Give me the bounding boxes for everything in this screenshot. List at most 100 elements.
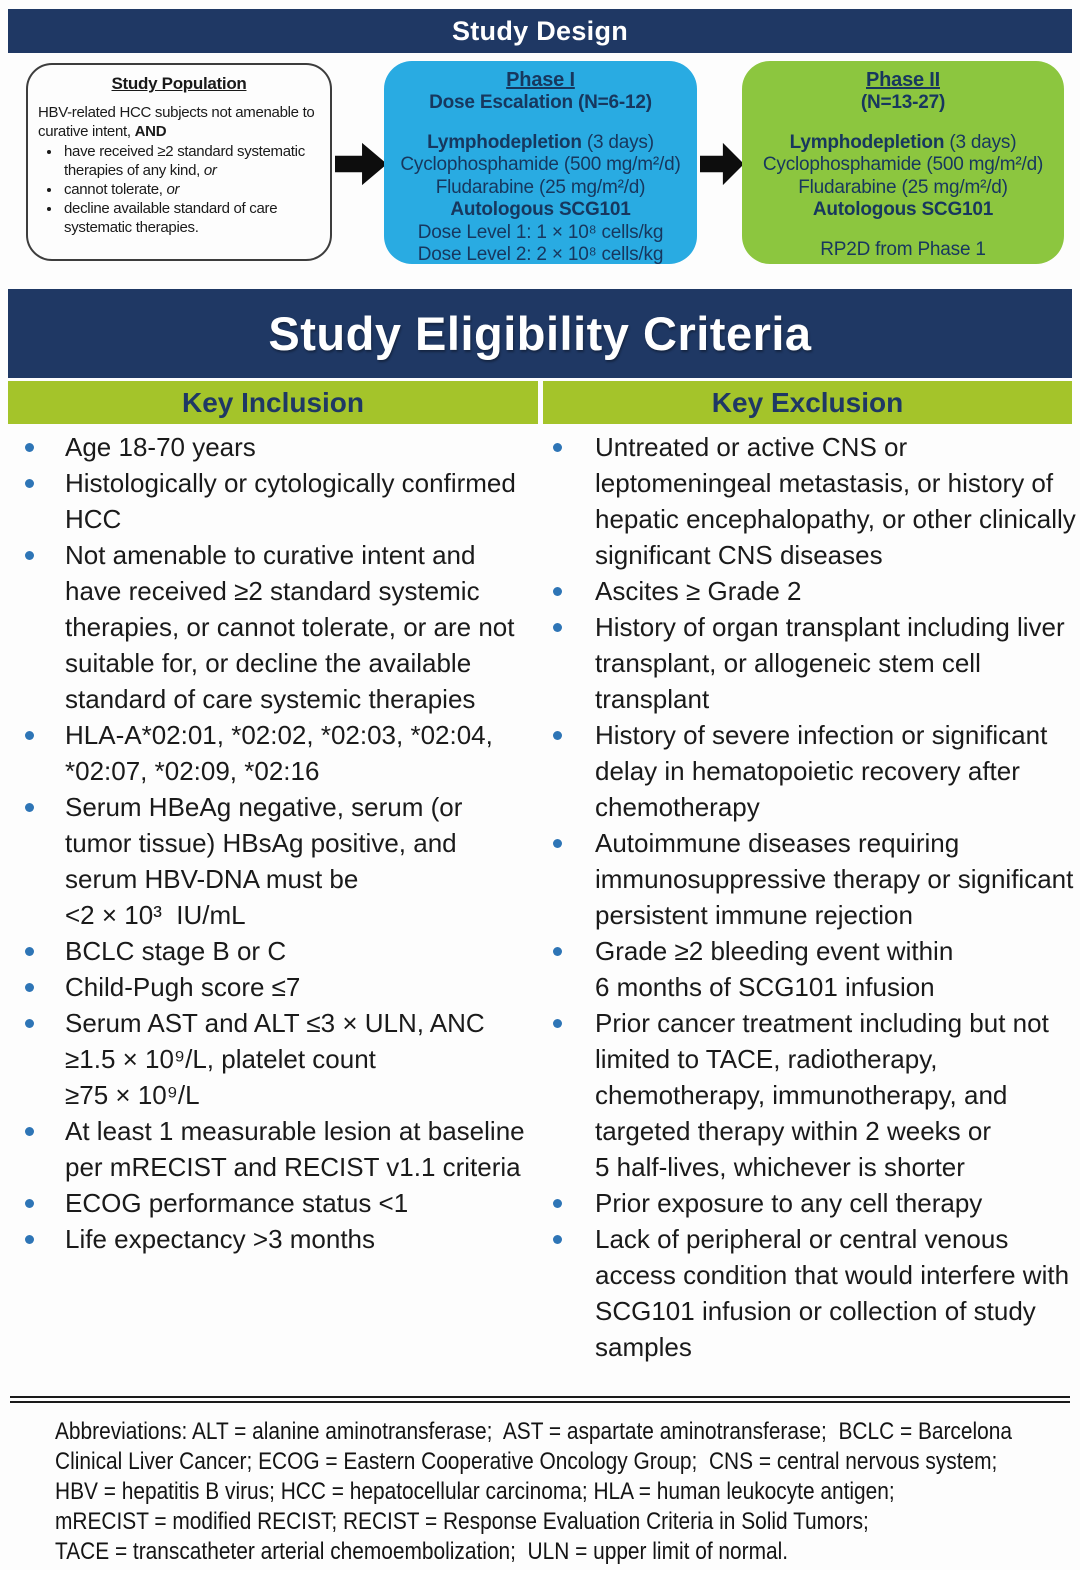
lymphodepletion-label: Lymphodepletion: [427, 131, 582, 153]
inclusion-item-text: HLA-A*02:01, *02:02, *02:03, *02:04, *02…: [65, 720, 501, 786]
inclusion-item: Life expectancy >3 months: [8, 1221, 542, 1257]
bullet-dot: [553, 731, 562, 740]
bullet-dot: [553, 623, 562, 632]
bullet-dot: [25, 479, 34, 488]
inclusion-item-text: Age 18-70 years: [65, 432, 256, 462]
phase2-fludarabine: Fludarabine (25 mg/m²/d): [798, 176, 1008, 198]
bullet-dot: [553, 1199, 562, 1208]
exclusion-item: History of organ transplant including li…: [542, 609, 1080, 717]
abbreviation-line: HBV = hepatitis B virus; HCC = hepatocel…: [55, 1478, 895, 1505]
inclusion-item-text: Life expectancy >3 months: [65, 1224, 376, 1254]
abbreviation-line: Clinical Liver Cancer; ECOG = Eastern Co…: [55, 1448, 998, 1475]
exclusion-item-text: Lack of peripheral or central venous acc…: [595, 1224, 1077, 1362]
inclusion-item-text: Histologically or cytologically confirme…: [65, 468, 524, 534]
lymphodepletion-duration: (3 days): [944, 131, 1017, 153]
key-inclusion-header: Key Inclusion: [8, 381, 538, 424]
bullet-dot: [553, 1235, 562, 1244]
study-design-header: Study Design: [8, 9, 1072, 53]
exclusion-item-text: Grade ≥2 bleeding event within 6 months …: [595, 936, 954, 1002]
exclusion-item: Grade ≥2 bleeding event within 6 months …: [542, 933, 1080, 1005]
phase2-box: Phase II (N=13-27) Lymphodepletion (3 da…: [742, 61, 1064, 264]
bullet-dot: [25, 983, 34, 992]
lymphodepletion-label: Lymphodepletion: [789, 131, 945, 153]
phase1-box: Phase I Dose Escalation (N=6-12) Lymphod…: [384, 61, 697, 265]
footer-divider: [10, 1396, 1070, 1403]
bullet-dot: [25, 1127, 34, 1136]
phase1-subtitle: Dose Escalation (N=6-12): [429, 92, 652, 113]
inclusion-item: Child-Pugh score ≤7: [8, 969, 542, 1005]
study-population-box: Study Population HBV-related HCC subject…: [26, 63, 332, 261]
inclusion-item: Histologically or cytologically confirme…: [8, 465, 542, 537]
bullet-dot: [47, 188, 51, 192]
abbreviation-line: TACE = transcatheter arterial chemoembol…: [55, 1538, 789, 1565]
spacer: [742, 222, 1064, 239]
inclusion-item-text: Child-Pugh score ≤7: [65, 972, 301, 1002]
population-bullet-text: have received ≥2 standard systematic the…: [64, 143, 305, 179]
abbreviation-line: mRECIST = modified RECIST; RECIST = Resp…: [55, 1508, 869, 1535]
inclusion-item: Age 18-70 years: [8, 429, 542, 465]
bullet-dot: [25, 443, 34, 452]
phase2-rp2d: RP2D from Phase 1: [820, 238, 986, 260]
inclusion-item-text: Serum AST and ALT ≤3 × ULN, ANC ≥1.5 × 1…: [65, 1008, 485, 1110]
exclusion-item-text: Ascites ≥ Grade 2: [595, 576, 802, 606]
phase1-dose-level-1: Dose Level 1: 1 × 10⁸ cells/kg: [417, 221, 664, 243]
inclusion-item: Not amenable to curative intent and have…: [8, 537, 542, 717]
inclusion-item-text: BCLC stage B or C: [65, 936, 287, 966]
population-bullet-text: cannot tolerate, or: [64, 181, 180, 198]
population-intro-text: HBV-related HCC subjects not amenable to…: [38, 104, 315, 140]
inclusion-item: Serum HBeAg negative, serum (or tumor ti…: [8, 789, 542, 933]
bullet-dot: [25, 551, 34, 560]
phase1-dose-level-2: Dose Level 2: 2 × 10⁸ cells/kg: [417, 244, 664, 265]
population-intro-bold: AND: [134, 123, 167, 140]
lymphodepletion-duration: (3 days): [581, 131, 654, 153]
exclusion-item: Prior cancer treatment including but not…: [542, 1005, 1080, 1185]
inclusion-item: HLA-A*02:01, *02:02, *02:03, *02:04, *02…: [8, 717, 542, 789]
population-bullet-item: have received ≥2 standard systematic the…: [38, 142, 320, 180]
study-population-intro: HBV-related HCC subjects not amenable to…: [38, 103, 320, 141]
eligibility-column-headers: Key Inclusion Key Exclusion: [8, 381, 1072, 424]
bullet-dot: [47, 150, 51, 154]
eligibility-banner: Study Eligibility Criteria: [8, 289, 1072, 378]
spacer: [384, 115, 697, 132]
inclusion-item-text: ECOG performance status <1: [65, 1188, 409, 1218]
phase1-lymphodepletion: Lymphodepletion (3 days): [384, 132, 697, 155]
exclusion-item: History of severe infection or significa…: [542, 717, 1080, 825]
inclusion-item: BCLC stage B or C: [8, 933, 542, 969]
phase2-subtitle: (N=13-27): [860, 92, 946, 113]
bullet-dot: [553, 1019, 562, 1028]
exclusion-item-text: Autoimmune diseases requiring immunosupp…: [595, 828, 1080, 930]
abbreviation-line: Abbreviations: ALT = alanine aminotransf…: [55, 1418, 1012, 1445]
flow-arrow-icon: [335, 142, 387, 186]
inclusion-item: Serum AST and ALT ≤3 × ULN, ANC ≥1.5 × 1…: [8, 1005, 542, 1113]
bullet-dot: [25, 731, 34, 740]
inclusion-item: At least 1 measurable lesion at baseline…: [8, 1113, 542, 1185]
bullet-dot: [25, 1235, 34, 1244]
inclusion-item-text: Not amenable to curative intent and have…: [65, 540, 522, 714]
exclusion-item: Autoimmune diseases requiring immunosupp…: [542, 825, 1080, 933]
key-exclusion-header: Key Exclusion: [543, 381, 1072, 424]
exclusion-item-text: History of severe infection or significa…: [595, 720, 1055, 822]
bullet-dot: [25, 947, 34, 956]
spacer: [742, 115, 1064, 132]
phase1-fludarabine: Fludarabine (25 mg/m²/d): [435, 176, 646, 198]
exclusion-item-text: History of organ transplant including li…: [595, 612, 1072, 714]
exclusion-item-text: Prior exposure to any cell therapy: [595, 1188, 983, 1218]
inclusion-item-text: Serum HBeAg negative, serum (or tumor ti…: [65, 792, 463, 930]
phase2-autologous: Autologous SCG101: [812, 199, 994, 220]
bullet-dot: [553, 443, 562, 452]
study-design-flow: Study Population HBV-related HCC subject…: [0, 53, 1080, 288]
exclusion-item: Untreated or active CNS or leptomeningea…: [542, 429, 1080, 573]
key-inclusion-label: Key Inclusion: [181, 386, 365, 418]
exclusion-item-text: Untreated or active CNS or leptomeningea…: [595, 432, 1076, 570]
bullet-dot: [25, 803, 34, 812]
eligibility-title: Study Eligibility Criteria: [268, 307, 812, 360]
inclusion-list: Age 18-70 years Histologically or cytolo…: [8, 429, 542, 1257]
study-design-title: Study Design: [451, 15, 629, 46]
exclusion-item: Ascites ≥ Grade 2: [542, 573, 1080, 609]
study-population-title: Study Population: [111, 74, 247, 93]
phase2-cyclophosphamide: Cyclophosphamide (500 mg/m²/d): [762, 154, 1044, 175]
key-exclusion-label: Key Exclusion: [711, 386, 904, 418]
phase1-autologous: Autologous SCG101: [450, 199, 631, 220]
eligibility-body: Age 18-70 years Histologically or cytolo…: [0, 424, 1080, 1397]
